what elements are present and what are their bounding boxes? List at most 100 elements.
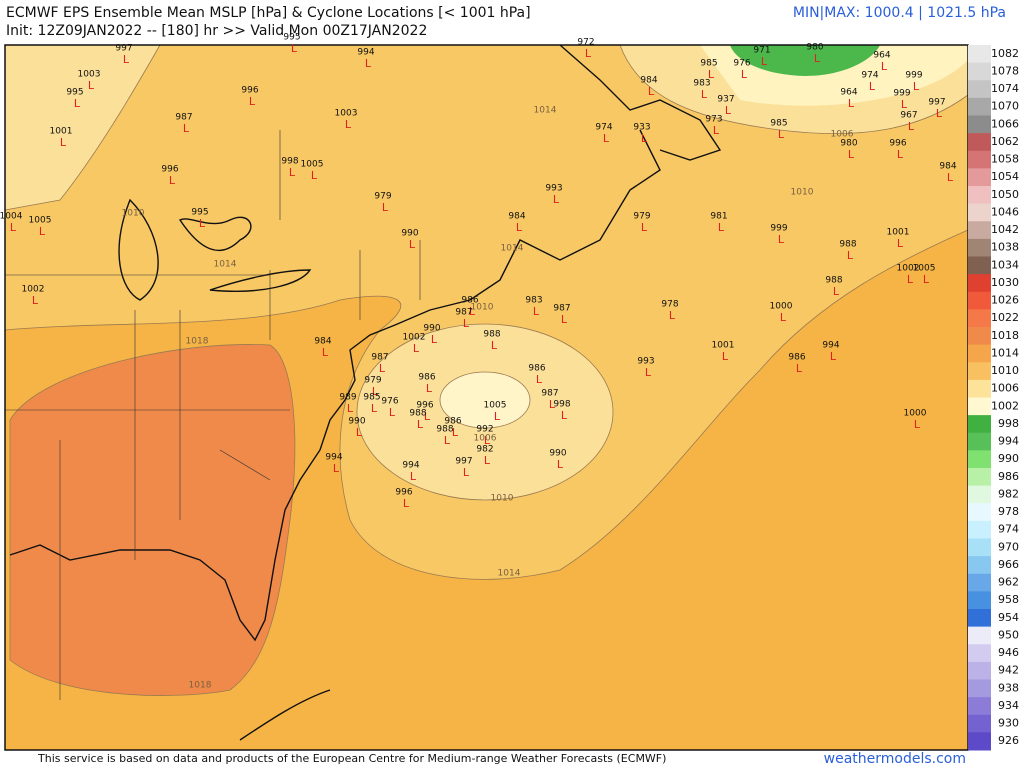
colorbar-swatch <box>968 468 991 487</box>
cyclone-marker: L <box>641 221 648 234</box>
colorbar-label: 1050 <box>991 188 1019 201</box>
colorbar-swatch <box>968 256 991 275</box>
cyclone-pressure: 980 <box>806 43 823 53</box>
cyclone-marker: L <box>536 373 543 386</box>
colorbar-label: 1070 <box>991 100 1019 113</box>
cyclone-pressure: 1001 <box>50 127 73 137</box>
cyclone-pressure: 993 <box>545 184 562 194</box>
cyclone-pressure: 978 <box>661 300 678 310</box>
cyclone-marker: L <box>669 309 676 322</box>
cyclone-marker: L <box>371 402 378 415</box>
cyclone-pressure: 990 <box>348 417 365 427</box>
cyclone-pressure: 998 <box>281 157 298 167</box>
colorbar-swatch <box>968 80 991 99</box>
cyclone-marker: L <box>491 339 498 352</box>
colorbar-label: 962 <box>998 576 1019 589</box>
cyclone-marker: L <box>484 434 491 447</box>
cyclone-marker: L <box>796 362 803 375</box>
cyclone-marker: L <box>494 410 501 423</box>
colorbar-swatch <box>968 186 991 205</box>
cyclone-pressure: 997 <box>455 457 472 467</box>
cyclone-pressure: 979 <box>374 192 391 202</box>
cyclone-marker: L <box>88 79 95 92</box>
contour-label: 1018 <box>186 337 209 347</box>
cyclone-pressure: 996 <box>241 86 258 96</box>
colorbar-swatch <box>968 238 991 257</box>
cyclone-pressure: 974 <box>595 123 612 133</box>
brand: weathermodels.com <box>824 751 966 767</box>
colorbar-swatch <box>968 644 991 663</box>
cyclone-pressure: 999 <box>905 71 922 81</box>
cyclone-pressure: 964 <box>873 51 890 61</box>
colorbar-label: 930 <box>998 717 1019 730</box>
colorbar-swatch <box>968 362 991 381</box>
colorbar-label: 934 <box>998 699 1019 712</box>
colorbar-label: 978 <box>998 505 1019 518</box>
cyclone-marker: L <box>897 237 904 250</box>
cyclone-pressure: 985 <box>770 119 787 129</box>
cyclone-marker: L <box>881 60 888 73</box>
contour-label: 1014 <box>534 106 557 116</box>
colorbar-swatch <box>968 679 991 698</box>
cyclone-pressure: 933 <box>633 123 650 133</box>
cyclone-pressure: 1000 <box>770 302 793 312</box>
cyclone-pressure: 994 <box>325 453 342 463</box>
colorbar-swatch <box>968 115 991 134</box>
cyclone-marker: L <box>847 249 854 262</box>
colorbar-swatch <box>968 397 991 416</box>
contour-label: 1010 <box>791 188 814 198</box>
cyclone-pressure: 997 <box>928 98 945 108</box>
contour-label: 1010 <box>491 494 514 504</box>
colorbar-label: 1046 <box>991 205 1019 218</box>
cyclone-pressure: 979 <box>364 376 381 386</box>
colorbar-swatch <box>968 432 991 451</box>
colorbar-label: 1034 <box>991 258 1019 271</box>
cyclone-pressure: 996 <box>395 488 412 498</box>
colorbar-swatch <box>968 450 991 469</box>
cyclone-pressure: 980 <box>840 139 857 149</box>
cyclone-marker: L <box>345 118 352 131</box>
contour-label: 1014 <box>214 260 237 270</box>
colorbar-label: 982 <box>998 487 1019 500</box>
contour-label: 1006 <box>831 130 854 140</box>
cyclone-marker: L <box>291 42 298 55</box>
credit: This service is based on data and produc… <box>37 752 666 765</box>
cyclone-pressure: 987 <box>553 304 570 314</box>
cyclone-marker: L <box>410 470 417 483</box>
cyclone-marker: L <box>833 285 840 298</box>
cyclone-marker: L <box>561 409 568 422</box>
cyclone-marker: L <box>389 406 396 419</box>
cyclone-marker: L <box>356 426 363 439</box>
colorbar-swatch <box>968 538 991 557</box>
colorbar-swatch <box>968 556 991 575</box>
colorbar: 1082 1078 1074 1070 1066 1062 1058 1054 1050 1046… <box>968 45 1019 751</box>
cyclone-marker: L <box>444 434 451 447</box>
cyclone-pressure: 1003 <box>335 109 358 119</box>
colorbar-label: 1058 <box>991 153 1019 166</box>
cyclone-marker: L <box>533 305 540 318</box>
cyclone-marker: L <box>311 169 318 182</box>
cyclone-pressure: 992 <box>476 425 493 435</box>
cyclone-marker: L <box>249 95 256 108</box>
cyclone-marker: L <box>417 418 424 431</box>
cyclone-pressure: 996 <box>889 139 906 149</box>
cyclone-pressure: 988 <box>825 276 842 286</box>
cyclone-pressure: 999 <box>893 89 910 99</box>
colorbar-label: 1074 <box>991 82 1019 95</box>
cyclone-marker: L <box>347 402 354 415</box>
colorbar-label: 1038 <box>991 241 1019 254</box>
colorbar-swatch <box>968 291 991 310</box>
cyclone-marker: L <box>289 166 296 179</box>
cyclone-pressure: 998 <box>553 400 570 410</box>
cyclone-pressure: 1004 <box>0 212 23 222</box>
colorbar-label: 938 <box>998 681 1019 694</box>
cyclone-marker: L <box>585 47 592 60</box>
cyclone-pressure: 1005 <box>484 401 507 411</box>
cyclone-pressure: 976 <box>733 59 750 69</box>
cyclone-pressure: 964 <box>840 88 857 98</box>
cyclone-marker: L <box>123 53 130 66</box>
colorbar-label: 926 <box>998 734 1019 747</box>
cyclone-marker: L <box>718 221 725 234</box>
cyclone-marker: L <box>708 68 715 81</box>
